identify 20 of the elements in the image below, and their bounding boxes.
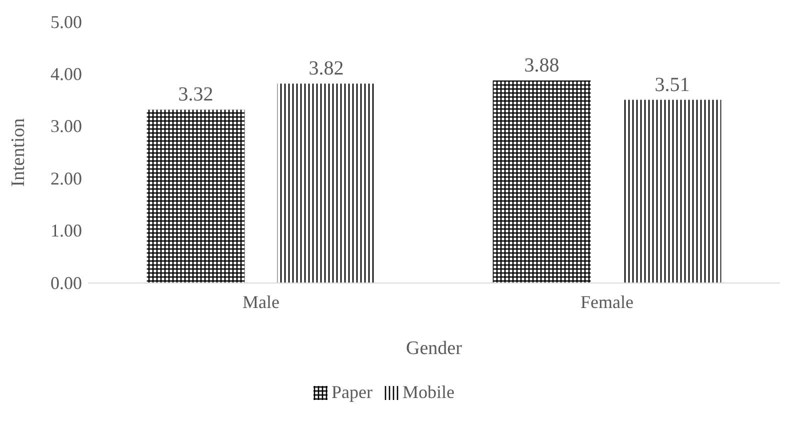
y-tick-label: 0.00 (50, 272, 82, 293)
legend-label: Paper (332, 382, 372, 402)
y-tick-label: 1.00 (50, 220, 82, 241)
x-tick-label: Female (580, 292, 634, 312)
bar (623, 100, 722, 283)
y-axis-title: Intention (8, 118, 29, 187)
x-tick-label: Male (242, 292, 280, 312)
data-label: 3.51 (654, 74, 690, 96)
x-axis-title: Gender (406, 338, 463, 359)
data-label: 3.82 (308, 58, 344, 80)
legend-label: Mobile (402, 382, 454, 402)
bar (146, 110, 245, 283)
data-label: 3.88 (524, 54, 560, 76)
bar (277, 84, 376, 283)
y-tick-label: 5.00 (50, 12, 82, 32)
bar (492, 80, 591, 283)
data-label: 3.32 (178, 84, 214, 106)
y-tick-label: 4.00 (50, 64, 82, 84)
y-tick-label: 3.00 (50, 116, 82, 136)
y-tick-label: 2.00 (50, 168, 82, 188)
